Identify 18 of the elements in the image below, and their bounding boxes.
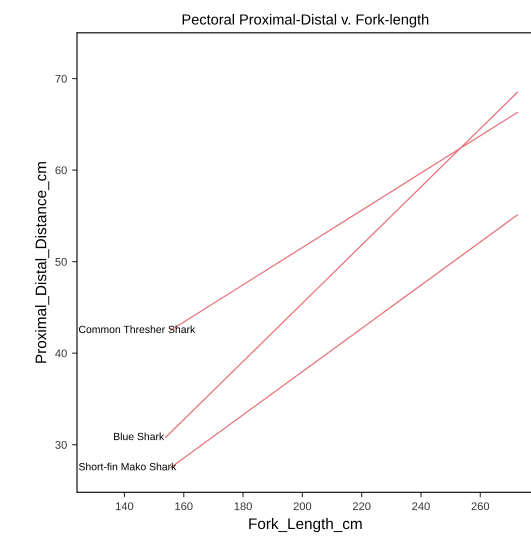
y-tick-label: 50 [55, 258, 67, 266]
y-axis-title: Proximal_Distal_Distance_cm [35, 162, 50, 363]
y-tick-label: 30 [55, 440, 67, 449]
x-tick-label: 180 [234, 502, 252, 510]
y-tick-label: 60 [55, 166, 67, 174]
y-tick-label: 70 [55, 74, 67, 83]
x-tick-label: 140 [116, 502, 134, 510]
x-tick-label: 160 [175, 502, 193, 510]
x-tick-label: 240 [412, 502, 430, 510]
y-tick-label: 40 [55, 349, 67, 358]
series-label: Blue Shark [114, 432, 164, 440]
series-label: Common Thresher Shark [79, 325, 196, 334]
x-axis-title: Fork_Length_cm [249, 518, 362, 532]
x-tick-label: 260 [472, 502, 490, 510]
x-tick-label: 200 [294, 502, 312, 510]
x-tick-label: 220 [352, 502, 370, 510]
chart-title: Pectoral Proximal-Distal v. Fork-length [182, 14, 428, 28]
series-label: Short-fin Mako Shark [78, 462, 176, 470]
